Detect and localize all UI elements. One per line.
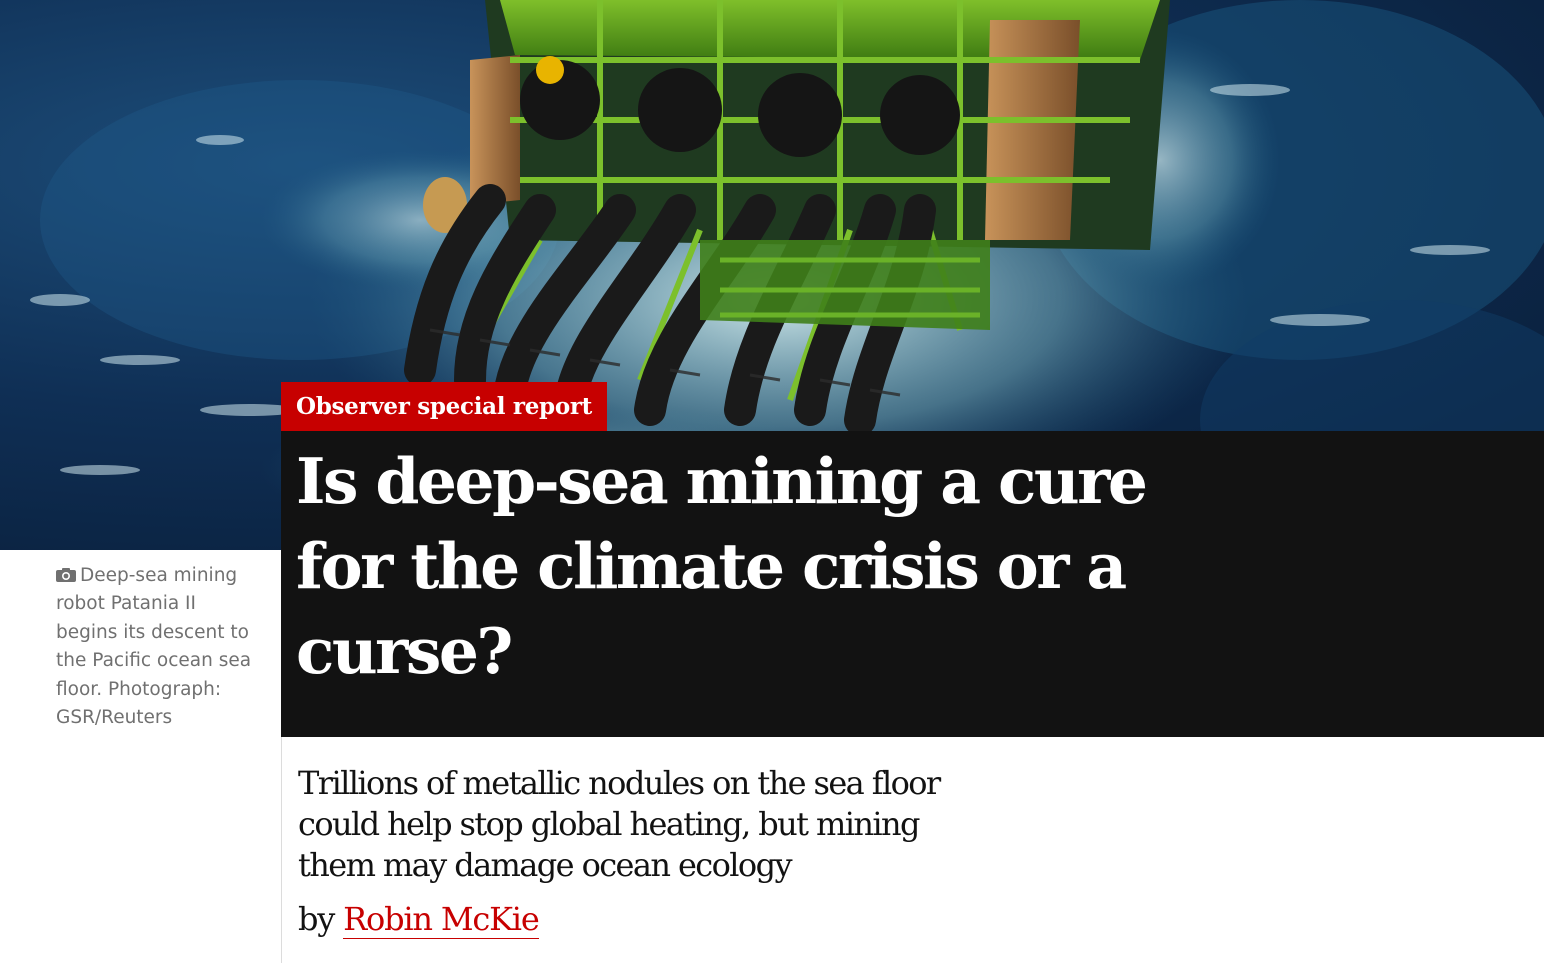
page-title: Is deep-sea mining a cure for the climat… [296, 444, 1148, 688]
headline-panel: Is deep-sea mining a cure for the climat… [281, 431, 1544, 737]
byline: by Robin McKie [298, 897, 540, 941]
caption-text: Deep-sea mining robot Patania II begins … [56, 565, 252, 729]
author-link[interactable]: Robin McKie [343, 900, 540, 939]
image-caption: Deep-sea mining robot Patania II begins … [56, 562, 261, 732]
byline-prefix: by [298, 900, 335, 938]
standfirst: Trillions of metallic nodules on the sea… [298, 764, 941, 884]
kicker-label[interactable]: Observer special report [281, 382, 608, 431]
column-divider [281, 737, 282, 963]
camera-icon [56, 568, 76, 582]
